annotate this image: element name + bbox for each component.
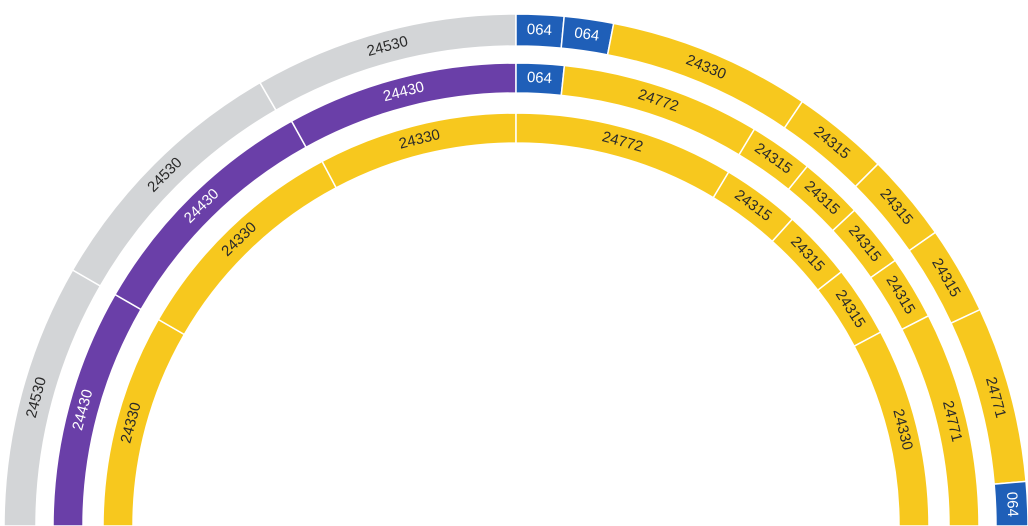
- ring-segment: [900, 314, 980, 526]
- segment-label: 064: [527, 69, 553, 87]
- segment-label: 064: [1003, 491, 1021, 517]
- segment-label: 064: [526, 21, 552, 39]
- ring-segment: [853, 331, 930, 526]
- segment-label: 064: [573, 24, 600, 44]
- ring-segment: [993, 480, 1028, 526]
